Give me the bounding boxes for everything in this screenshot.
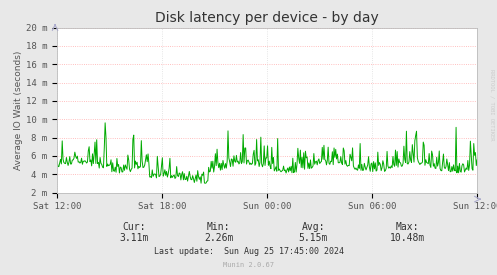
Text: 10.48m: 10.48m (390, 233, 425, 243)
Text: Cur:: Cur: (122, 222, 146, 232)
Text: Avg:: Avg: (301, 222, 325, 232)
Text: 5.15m: 5.15m (298, 233, 328, 243)
Text: Last update:  Sun Aug 25 17:45:00 2024: Last update: Sun Aug 25 17:45:00 2024 (154, 248, 343, 256)
Text: 3.11m: 3.11m (119, 233, 149, 243)
Title: Disk latency per device - by day: Disk latency per device - by day (155, 11, 379, 25)
Text: Munin 2.0.67: Munin 2.0.67 (223, 262, 274, 268)
Text: RRDTOOL / TOBI OETIKER: RRDTOOL / TOBI OETIKER (490, 69, 495, 140)
Text: Min:: Min: (207, 222, 231, 232)
Text: Max:: Max: (396, 222, 419, 232)
Y-axis label: Average IO Wait (seconds): Average IO Wait (seconds) (14, 50, 23, 170)
Text: 2.26m: 2.26m (204, 233, 234, 243)
